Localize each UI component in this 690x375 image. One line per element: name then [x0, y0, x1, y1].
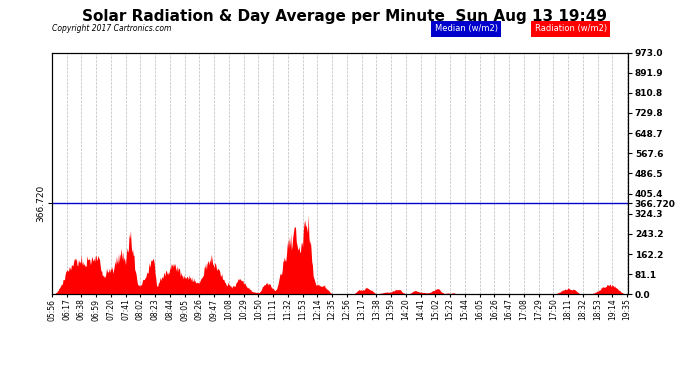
Text: Solar Radiation & Day Average per Minute  Sun Aug 13 19:49: Solar Radiation & Day Average per Minute… [83, 9, 607, 24]
Text: Copyright 2017 Cartronics.com: Copyright 2017 Cartronics.com [52, 24, 171, 33]
Text: Median (w/m2): Median (w/m2) [435, 24, 497, 33]
Text: Radiation (w/m2): Radiation (w/m2) [535, 24, 607, 33]
